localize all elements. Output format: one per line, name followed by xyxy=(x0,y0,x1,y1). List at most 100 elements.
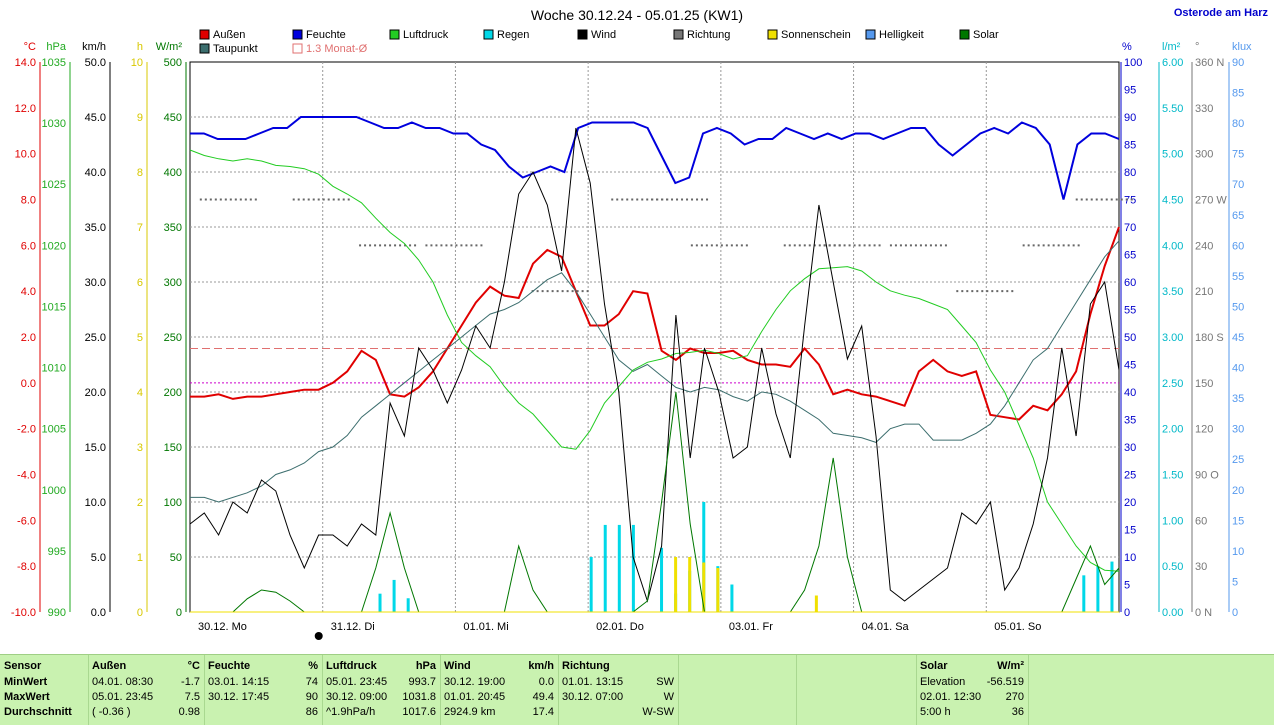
rain-bar xyxy=(603,524,607,612)
rain-bar xyxy=(617,524,621,612)
axis-tick-left-4: 250 xyxy=(164,332,182,344)
axis-tick-left-2: 50.0 xyxy=(85,57,106,69)
x-axis-labels: 30.12. Mo 31.12. Di 01.01. Mi 02.01. Do 03.0… xyxy=(198,621,1041,640)
sunshine-bar xyxy=(688,557,692,612)
series-line-0 xyxy=(190,226,1120,421)
axis-tick-left-4: 150 xyxy=(164,442,182,454)
stats-richtung-min: SW xyxy=(656,676,674,688)
axis-tick-left-2: 45.0 xyxy=(85,112,106,124)
stats-solar-max: 270 xyxy=(1005,691,1024,703)
axis-tick-left-3: 2 xyxy=(137,497,143,509)
axis-tick-right-0: 35 xyxy=(1124,415,1136,427)
stats-aussen-min-time: 04.01. 08:30 xyxy=(92,676,154,688)
axis-tick-left-4: 500 xyxy=(164,57,182,69)
legend-label-10: Solar xyxy=(973,29,999,41)
rain-bar xyxy=(392,579,396,612)
axis-tick-right-1: 6.00 xyxy=(1162,57,1183,69)
grid xyxy=(190,62,1119,612)
stats-feuchte: Feuchte% 03.01. 14:15 74 30.12. 17:45 90 8… xyxy=(204,655,323,725)
sunshine-bar xyxy=(702,562,706,612)
axis-tick-left-0: 2.0 xyxy=(21,332,36,344)
stats-richtung-max-time: 30.12. 07:00 xyxy=(562,691,624,703)
sunshine-bar xyxy=(716,568,720,612)
axis-tick-right-3: 5 xyxy=(1232,576,1238,588)
axis-tick-right-3: 10 xyxy=(1232,546,1244,558)
x-tick-label: 05.01. So xyxy=(994,621,1041,633)
stats-feuchte-avg: 86 xyxy=(305,706,318,718)
axis-tick-right-3: 40 xyxy=(1232,363,1244,375)
legend-swatch-3 xyxy=(292,43,303,54)
axis-tick-right-2: 240 xyxy=(1195,240,1213,252)
stats-solar-elevation: -56.519 xyxy=(986,676,1024,688)
legend-swatch-9 xyxy=(865,29,876,40)
x-tick-label: 04.01. Sa xyxy=(862,621,910,633)
axis-tick-right-2: 0 N xyxy=(1195,607,1212,619)
axis-tick-left-3: 7 xyxy=(137,222,143,234)
stats-feuchte-unit: % xyxy=(308,660,318,672)
axis-tick-right-2: 60 xyxy=(1195,515,1207,527)
legend-label-1: Taupunkt xyxy=(213,43,258,55)
axis-tick-left-0: -8.0 xyxy=(17,561,36,573)
stats-richtung-avg: W-SW xyxy=(642,706,674,718)
stats-luftdruck: Luftdruck hPa 05.01. 23:45 993.7 30.12. 09… xyxy=(322,655,441,725)
axis-tick-right-3: 20 xyxy=(1232,485,1244,497)
legend-label-3: 1.3 Monat-Ø xyxy=(306,43,368,55)
sunshine-bar xyxy=(674,557,678,612)
stats-aussen-max: 7.5 xyxy=(184,691,200,703)
stats-richtung-max: W xyxy=(663,691,674,703)
axis-tick-right-3: 85 xyxy=(1232,88,1244,100)
axis-tick-right-0: 25 xyxy=(1124,470,1136,482)
axis-tick-right-3: 15 xyxy=(1232,515,1244,527)
axis-tick-right-0: 75 xyxy=(1124,195,1136,207)
axis-tick-left-0: -2.0 xyxy=(17,424,36,436)
axis-tick-right-3: 65 xyxy=(1232,210,1244,222)
stats-solar-max-time: 02.01. 12:30 xyxy=(920,691,982,703)
axis-tick-right-1: 3.50 xyxy=(1162,286,1183,298)
series-line-1 xyxy=(190,240,1120,503)
axis-tick-left-1: 1035 xyxy=(42,57,66,69)
axis-tick-right-1: 0.50 xyxy=(1162,561,1183,573)
axis-tick-right-2: 330 xyxy=(1195,103,1213,115)
stats-luftdruck-header: Luftdruck xyxy=(326,660,377,672)
stats-luftdruck-unit: hPa xyxy=(415,660,436,672)
rain-bar xyxy=(1082,575,1086,612)
legend-label-2: Feuchte xyxy=(306,29,346,41)
axis-tick-right-1: 1.50 xyxy=(1162,470,1183,482)
legend-label-4: Luftdruck xyxy=(403,29,449,41)
rain-bar xyxy=(730,584,734,612)
axis-tick-right-0: 15 xyxy=(1124,525,1136,537)
stats-wind-max: 49.4 xyxy=(532,691,554,703)
rain-bar xyxy=(631,524,635,612)
axis-tick-right-0: 55 xyxy=(1124,305,1136,317)
axis-tick-right-0: 5 xyxy=(1124,580,1130,592)
axis-tick-left-0: 10.0 xyxy=(15,149,36,161)
weather-chart: Woche 30.12.24 - 05.01.25 (KW1) Osterode… xyxy=(11,7,1268,640)
legend-swatch-4 xyxy=(389,29,400,40)
stats-luftdruck-max-time: 30.12. 09:00 xyxy=(326,691,388,703)
stats-wind-max-time: 01.01. 20:45 xyxy=(444,691,506,703)
stats-wind-min-time: 30.12. 19:00 xyxy=(444,676,506,688)
legend-swatch-8 xyxy=(767,29,778,40)
axis-tick-left-2: 20.0 xyxy=(85,387,106,399)
axes: °C14.012.010.08.06.04.02.00.0-2.0-4.0-6.… xyxy=(11,41,1252,619)
axis-tick-right-1: 4.50 xyxy=(1162,195,1183,207)
stats-feuchte-header: Feuchte xyxy=(208,660,251,672)
legend-label-7: Richtung xyxy=(687,29,730,41)
axis-unit-left-0: °C xyxy=(24,41,36,53)
stats-feuchte-min: 74 xyxy=(305,676,318,688)
stats-wind-unit: km/h xyxy=(528,660,554,672)
stats-wind-header: Wind xyxy=(444,660,471,672)
axis-tick-left-3: 4 xyxy=(137,387,143,399)
axis-tick-right-0: 50 xyxy=(1124,332,1136,344)
stats-richtung: Richtung 01.01. 13:15 SW 30.12. 07:00 W W-… xyxy=(558,655,679,725)
axis-tick-right-0: 30 xyxy=(1124,442,1136,454)
axis-tick-left-2: 35.0 xyxy=(85,222,106,234)
axis-tick-right-2: 360 N xyxy=(1195,57,1224,69)
axis-tick-left-4: 0 xyxy=(176,607,182,619)
axis-unit-left-3: h xyxy=(137,41,143,53)
axis-tick-left-1: 1025 xyxy=(42,179,66,191)
axis-tick-right-2: 300 xyxy=(1195,149,1213,161)
axis-tick-left-0: 0.0 xyxy=(21,378,36,390)
axis-unit-right-0: % xyxy=(1122,41,1132,53)
axis-tick-left-1: 995 xyxy=(48,546,66,558)
